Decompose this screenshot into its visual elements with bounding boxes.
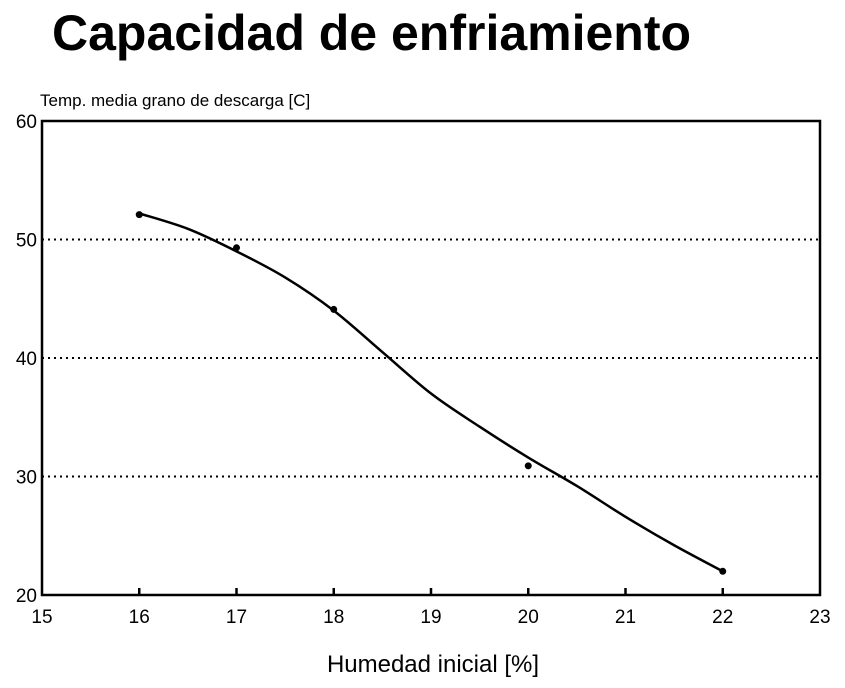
data-point [719,567,727,575]
x-tick-label: 17 [226,607,247,628]
y-tick-label: 60 [16,112,37,133]
data-point [524,462,532,470]
data-point [233,244,240,252]
x-tick-label: 22 [712,607,733,628]
fit-curve [138,212,724,573]
x-tick-label: 20 [518,607,539,628]
x-tick-label: 19 [420,607,441,628]
y-tick-label: 20 [16,586,37,607]
x-tick-label: 16 [129,607,150,628]
y-tick-label: 30 [16,468,37,489]
x-tick-label: 23 [809,607,830,628]
y-axis-label: Temp. media grano de descarga [C] [40,91,310,110]
chart-title: Capacidad de enfriamiento [52,5,691,61]
y-tick-label: 40 [16,349,37,370]
data-point [330,305,338,313]
x-tick-label: 18 [323,607,344,628]
x-axis-label: Humedad inicial [%] [327,651,539,678]
x-tick-label: 21 [615,607,636,628]
y-tick-label: 50 [16,231,37,252]
x-tick-label: 15 [31,607,52,628]
data-point [135,211,143,219]
